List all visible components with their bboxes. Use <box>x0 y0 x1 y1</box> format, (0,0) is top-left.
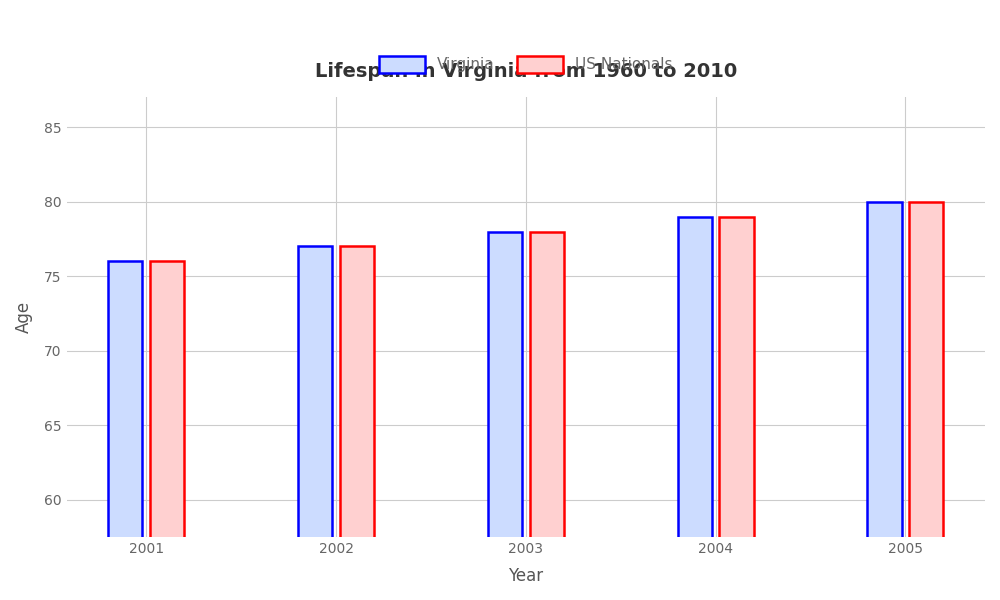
Bar <box>867 202 902 600</box>
Title: Lifespan in Virginia from 1960 to 2010: Lifespan in Virginia from 1960 to 2010 <box>315 62 737 80</box>
X-axis label: Year: Year <box>508 567 543 585</box>
Bar <box>909 202 943 600</box>
Bar <box>488 232 522 600</box>
Y-axis label: Age: Age <box>15 301 33 333</box>
Bar <box>678 217 712 600</box>
Bar <box>298 247 332 600</box>
Legend: Virginia, US Nationals: Virginia, US Nationals <box>371 48 681 81</box>
Bar <box>340 247 374 600</box>
Bar <box>530 232 564 600</box>
Bar <box>719 217 754 600</box>
Bar <box>108 262 142 600</box>
Bar <box>150 262 184 600</box>
